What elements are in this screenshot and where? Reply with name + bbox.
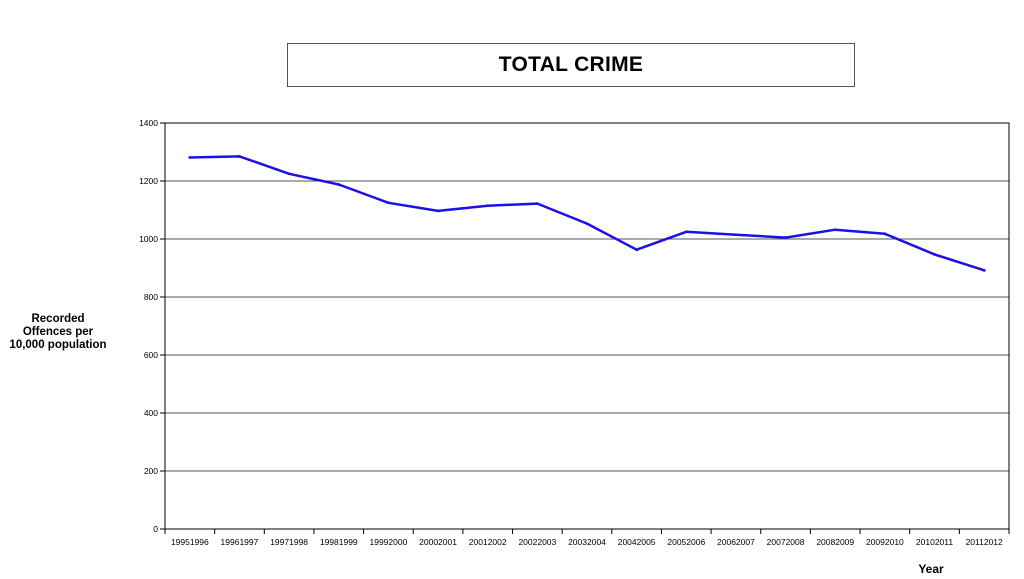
- data-point: [734, 233, 738, 237]
- data-point: [883, 232, 887, 236]
- series-line: [188, 155, 986, 272]
- y-tick-label: 800: [144, 292, 158, 302]
- x-tick-label: 20102011: [916, 537, 953, 547]
- data-point: [933, 252, 936, 256]
- data-point: [287, 172, 291, 176]
- x-tick-label: 20082009: [816, 537, 854, 547]
- x-tick-label: 20072008: [767, 537, 805, 547]
- x-tick-label: 19961997: [221, 537, 259, 547]
- data-point: [535, 202, 539, 206]
- x-tick-label: 20032004: [568, 537, 606, 547]
- x-axis-label: Year: [918, 562, 944, 576]
- x-tick-label: 20022003: [518, 537, 556, 547]
- x-tick-label: 20062007: [717, 537, 755, 547]
- x-tick-label: 20112012: [966, 537, 1003, 547]
- data-point: [684, 230, 688, 234]
- y-tick-label: 1200: [139, 176, 158, 186]
- series-lines: [188, 154, 986, 272]
- x-tick-label: 20052006: [667, 537, 705, 547]
- x-tick-label: 19951996: [171, 537, 209, 547]
- chart-title: TOTAL CRIME: [287, 43, 855, 87]
- data-point: [337, 183, 341, 186]
- data-point: [635, 248, 639, 252]
- data-point: [982, 268, 986, 272]
- data-point: [238, 154, 241, 158]
- data-point: [436, 209, 440, 213]
- data-point: [833, 228, 837, 232]
- data-point: [585, 222, 589, 226]
- y-axis-label: Recorded Offences per 10,000 population: [9, 313, 107, 351]
- x-tick-label: 20092010: [866, 537, 904, 547]
- data-point: [387, 201, 390, 205]
- gridlines: [165, 180, 1009, 472]
- data-point: [486, 204, 490, 208]
- x-tick-label: 20042005: [618, 537, 656, 547]
- x-tick-label: 20012002: [469, 537, 507, 547]
- x-tick-label: 19971998: [270, 537, 308, 547]
- y-tick-label: 0: [153, 524, 158, 534]
- data-point: [188, 156, 192, 159]
- y-tick-label: 600: [144, 350, 158, 360]
- data-point: [784, 236, 787, 239]
- x-tick-label: 20002001: [419, 537, 457, 547]
- y-axis-ticks: 0 200 400 600 800 1000 1200 1400: [139, 118, 165, 534]
- x-axis-ticks: 19951996 19961997 19971998 19981999 19992000…: [164, 529, 1010, 547]
- y-tick-label: 400: [144, 408, 158, 418]
- y-tick-label: 200: [144, 466, 158, 476]
- y-tick-label: 1400: [139, 118, 158, 128]
- y-tick-label: 1000: [139, 234, 158, 244]
- x-tick-label: 19992000: [369, 537, 407, 547]
- plot-area: [164, 122, 1010, 530]
- x-tick-label: 19981999: [320, 537, 358, 547]
